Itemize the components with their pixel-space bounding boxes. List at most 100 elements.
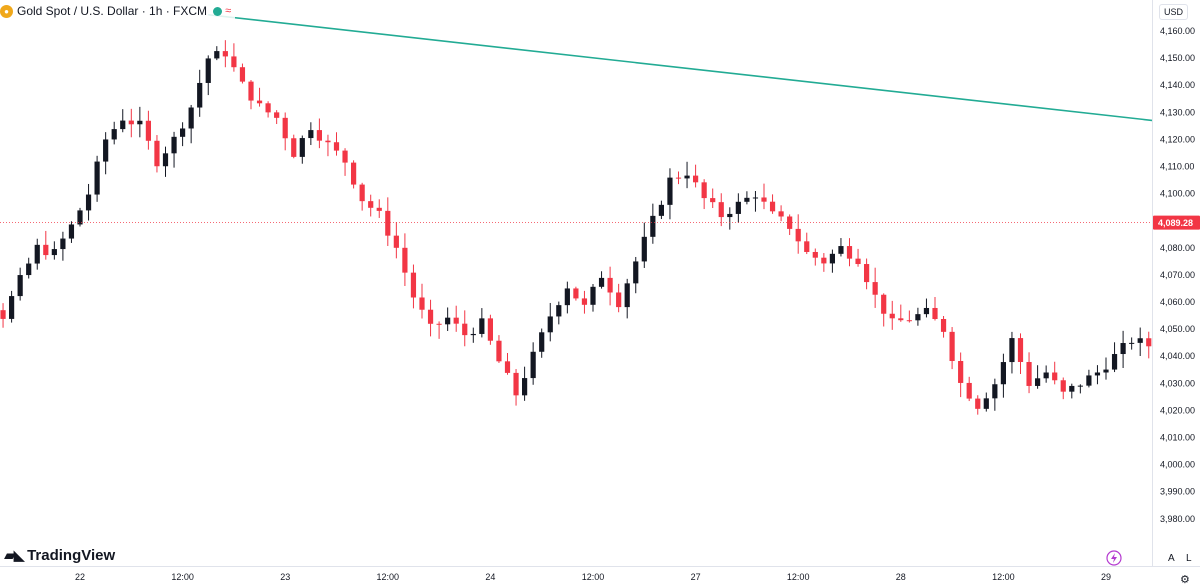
candle-body [462,323,468,336]
price-tick-label: 4,070.00 [1160,270,1195,280]
settings-gear-icon[interactable]: ⚙ [1180,574,1190,586]
candle-body [445,317,451,325]
candle-body [829,253,835,264]
candle-body [1035,378,1041,386]
candle-body [222,51,228,57]
currency-button[interactable]: USD [1158,4,1188,20]
candle-body [385,210,391,236]
candle-body [120,120,126,130]
candle-body [607,277,613,293]
candle-body [419,297,425,310]
candle-body [701,182,707,199]
time-tick-label: 23 [280,572,290,582]
candles-layer [0,40,1200,471]
candle-body [333,142,340,151]
candle-body [778,211,784,217]
candle-body [410,272,417,298]
candle-body [1069,385,1075,392]
price-tick-label: 4,120.00 [1160,134,1195,144]
candle-body [735,201,741,214]
price-tick-label: 4,160.00 [1160,26,1195,36]
candle-body [547,316,553,333]
candle-body [872,282,878,295]
candle-body [898,318,904,321]
candle-body [1000,362,1006,385]
candle-body [838,246,844,254]
candle-body [17,275,23,297]
auto-scale-button[interactable]: A [1168,553,1175,564]
candle-body [85,194,92,211]
candle-body [1052,372,1058,381]
candle-body [889,313,895,319]
data-delay-icon: ≈ [225,5,232,17]
candle-body [855,258,861,265]
candle-body [26,263,32,276]
candle-body [34,244,40,264]
trendline [208,13,1200,127]
candle-body [975,398,981,409]
candle-body [1043,372,1049,379]
candle-body [291,138,297,157]
candle-body [128,120,134,125]
candle-body [906,320,912,322]
candle-body [111,129,117,140]
log-scale-button[interactable]: L [1186,553,1192,564]
symbol-header[interactable]: ● Gold Spot / U.S. Dollar · 1h · FXCM ≈ [0,3,236,19]
candle-body [804,241,810,252]
candle-body [1086,375,1092,386]
price-tick-label: 4,150.00 [1160,53,1195,63]
candle-body [43,244,49,256]
candle-body [598,277,605,287]
candle-body [590,286,596,305]
candle-body [1026,362,1032,386]
candle-body [137,120,143,125]
candle-body [1137,338,1143,343]
candle-body [693,175,699,183]
price-axis[interactable]: 3,980.00 3,990.00 4,000.00 4,010.00 4,020.00… [1152,0,1200,586]
candle-body [231,56,237,68]
gold-coin-icon: ● [0,4,13,18]
symbol-title: Gold Spot / U.S. Dollar · 1h · FXCM [17,4,208,18]
candle-body [171,136,177,154]
candle-body [299,138,305,157]
candle-body [282,117,288,139]
candle-body [864,264,870,283]
time-axis-bg [0,566,1152,586]
candle-body [103,139,109,162]
price-tick-label: 4,050.00 [1160,324,1195,334]
candle-body [718,202,724,218]
candle-body [94,161,100,195]
candle-body [1077,385,1083,387]
candle-body [650,215,656,237]
candle-body [145,120,151,141]
current-price-tag [1153,215,1200,230]
time-tick-label: 12:00 [787,572,810,582]
trendline-layer[interactable] [208,13,1200,224]
candle-body [1017,338,1024,363]
candle-body [616,292,622,308]
candle-body [1103,369,1109,373]
candle-body [752,197,759,199]
time-tick-label: 22 [75,572,85,582]
candle-body [932,307,938,320]
price-tick-label: 4,040.00 [1160,351,1195,361]
time-tick-label: 12:00 [992,572,1015,582]
candle-body [77,210,83,225]
candle-body [581,298,588,305]
tradingview-logo[interactable]: ▰◣ TradingView [4,546,115,565]
time-axis[interactable]: 22 12:00 23 12:00 24 12:00 27 12:00 28 12:00 29 [0,566,1200,586]
candle-body [436,323,442,325]
candle-body [504,361,511,373]
market-status-icon [213,6,223,16]
lightning-icon[interactable] [1106,550,1122,569]
candle-body [359,184,365,202]
price-tick-label: 4,100.00 [1160,189,1195,199]
price-tick-label: 4,010.00 [1160,433,1195,443]
candle-body [453,317,459,324]
candle-body [573,288,579,299]
candle-body [1094,372,1101,376]
candle-body [522,378,528,396]
candle-body [795,228,801,242]
candle-body [274,112,280,118]
